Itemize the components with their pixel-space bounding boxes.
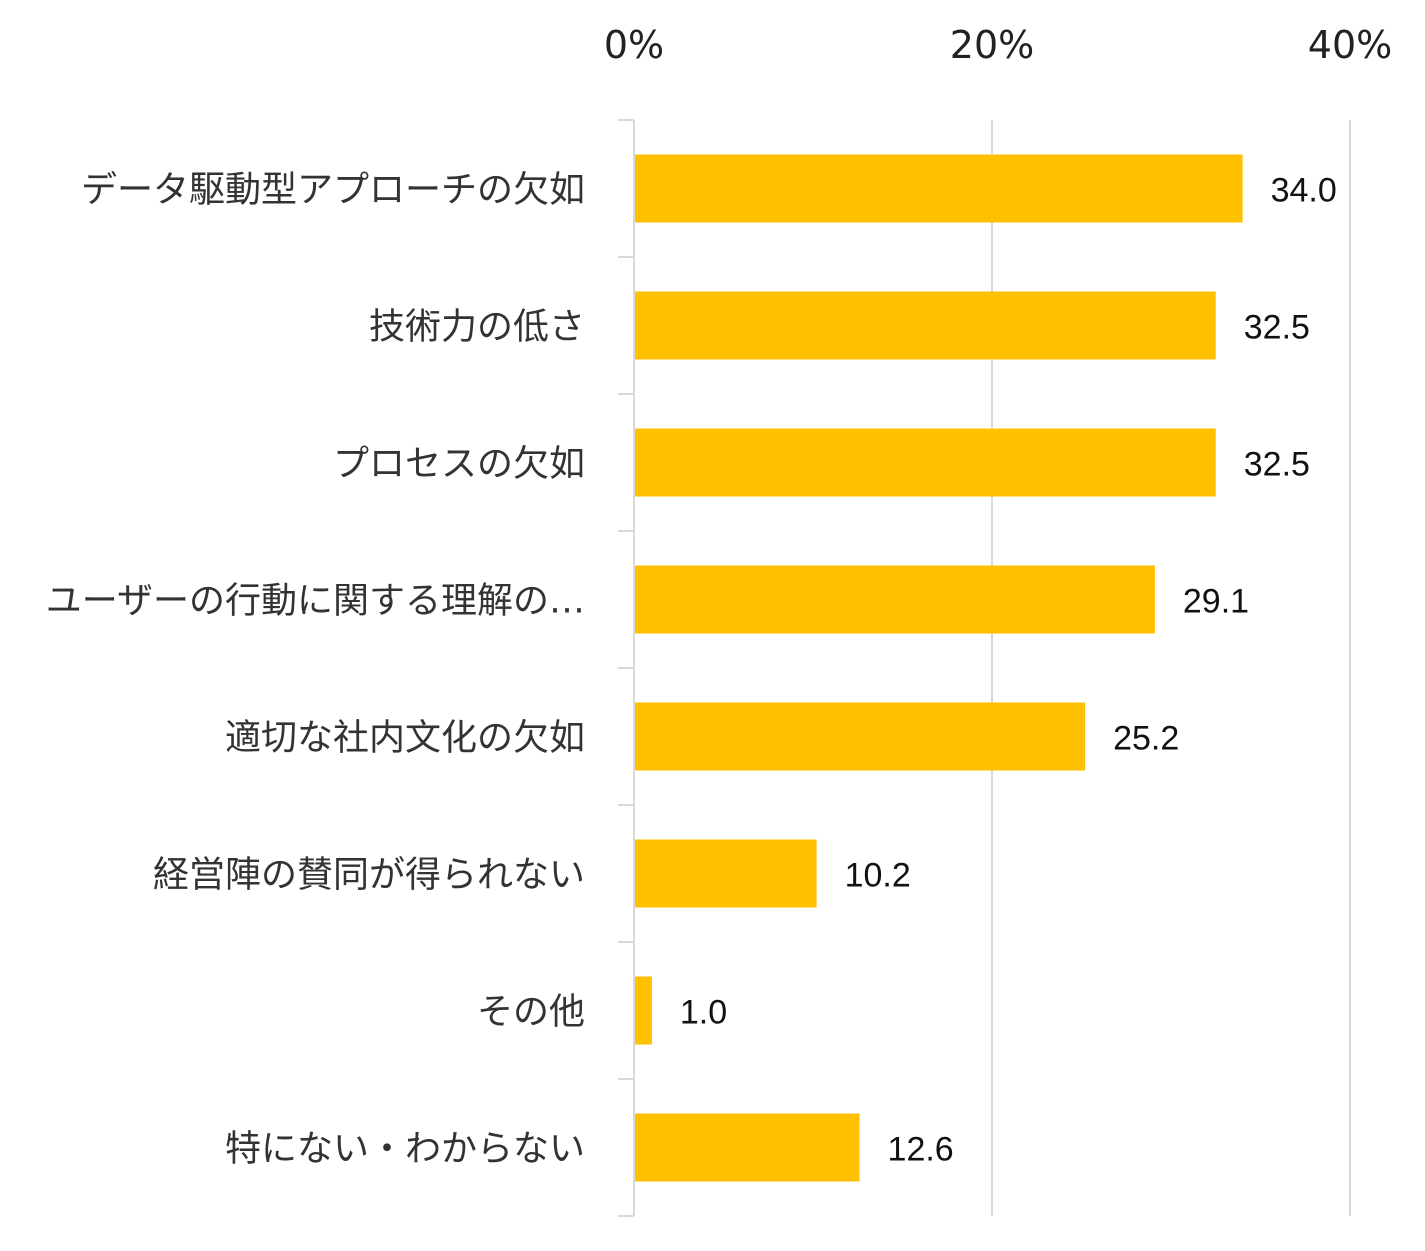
gridlines	[991, 120, 1351, 1216]
bar	[635, 154, 1243, 223]
value-labels: 34.0 32.5 32.5 29.1 25.2 10.2 1.0 12.6	[680, 172, 1337, 1169]
category-label: 技術力の低さ	[369, 307, 585, 348]
data-label: 29.1	[1183, 583, 1249, 621]
category-label: 特にない・わからない	[225, 1129, 585, 1170]
x-tick-label: 20%	[950, 23, 1034, 67]
category-axis	[618, 119, 635, 1217]
bar	[635, 1113, 860, 1182]
category-label: 経営陣の賛同が得られない	[153, 855, 585, 896]
bar	[635, 565, 1155, 634]
data-label: 32.5	[1244, 309, 1310, 347]
data-label: 32.5	[1244, 446, 1310, 484]
data-label: 34.0	[1271, 172, 1337, 210]
bars	[635, 154, 1243, 1182]
data-label: 25.2	[1113, 720, 1179, 758]
category-label: ユーザーの行動に関する理解の…	[46, 581, 585, 622]
x-tick-label: 0%	[604, 23, 664, 67]
category-label: 適切な社内文化の欠如	[225, 718, 585, 759]
data-label: 10.2	[845, 857, 911, 895]
x-tick-labels: 0% 20% 40%	[604, 23, 1392, 67]
category-label: その他	[477, 992, 585, 1033]
data-label: 12.6	[888, 1131, 954, 1169]
category-labels: データ駆動型アプローチの欠如技術力の低さプロセスの欠如ユーザーの行動に関する理解…	[46, 170, 585, 1170]
category-label: データ駆動型アプローチの欠如	[81, 170, 585, 211]
bar	[635, 839, 817, 908]
category-label: プロセスの欠如	[333, 444, 585, 485]
bar	[635, 428, 1216, 497]
bar	[635, 291, 1216, 360]
bar	[635, 702, 1086, 771]
x-tick-label: 40%	[1308, 23, 1392, 67]
data-label: 1.0	[680, 994, 727, 1032]
bar	[635, 976, 652, 1045]
